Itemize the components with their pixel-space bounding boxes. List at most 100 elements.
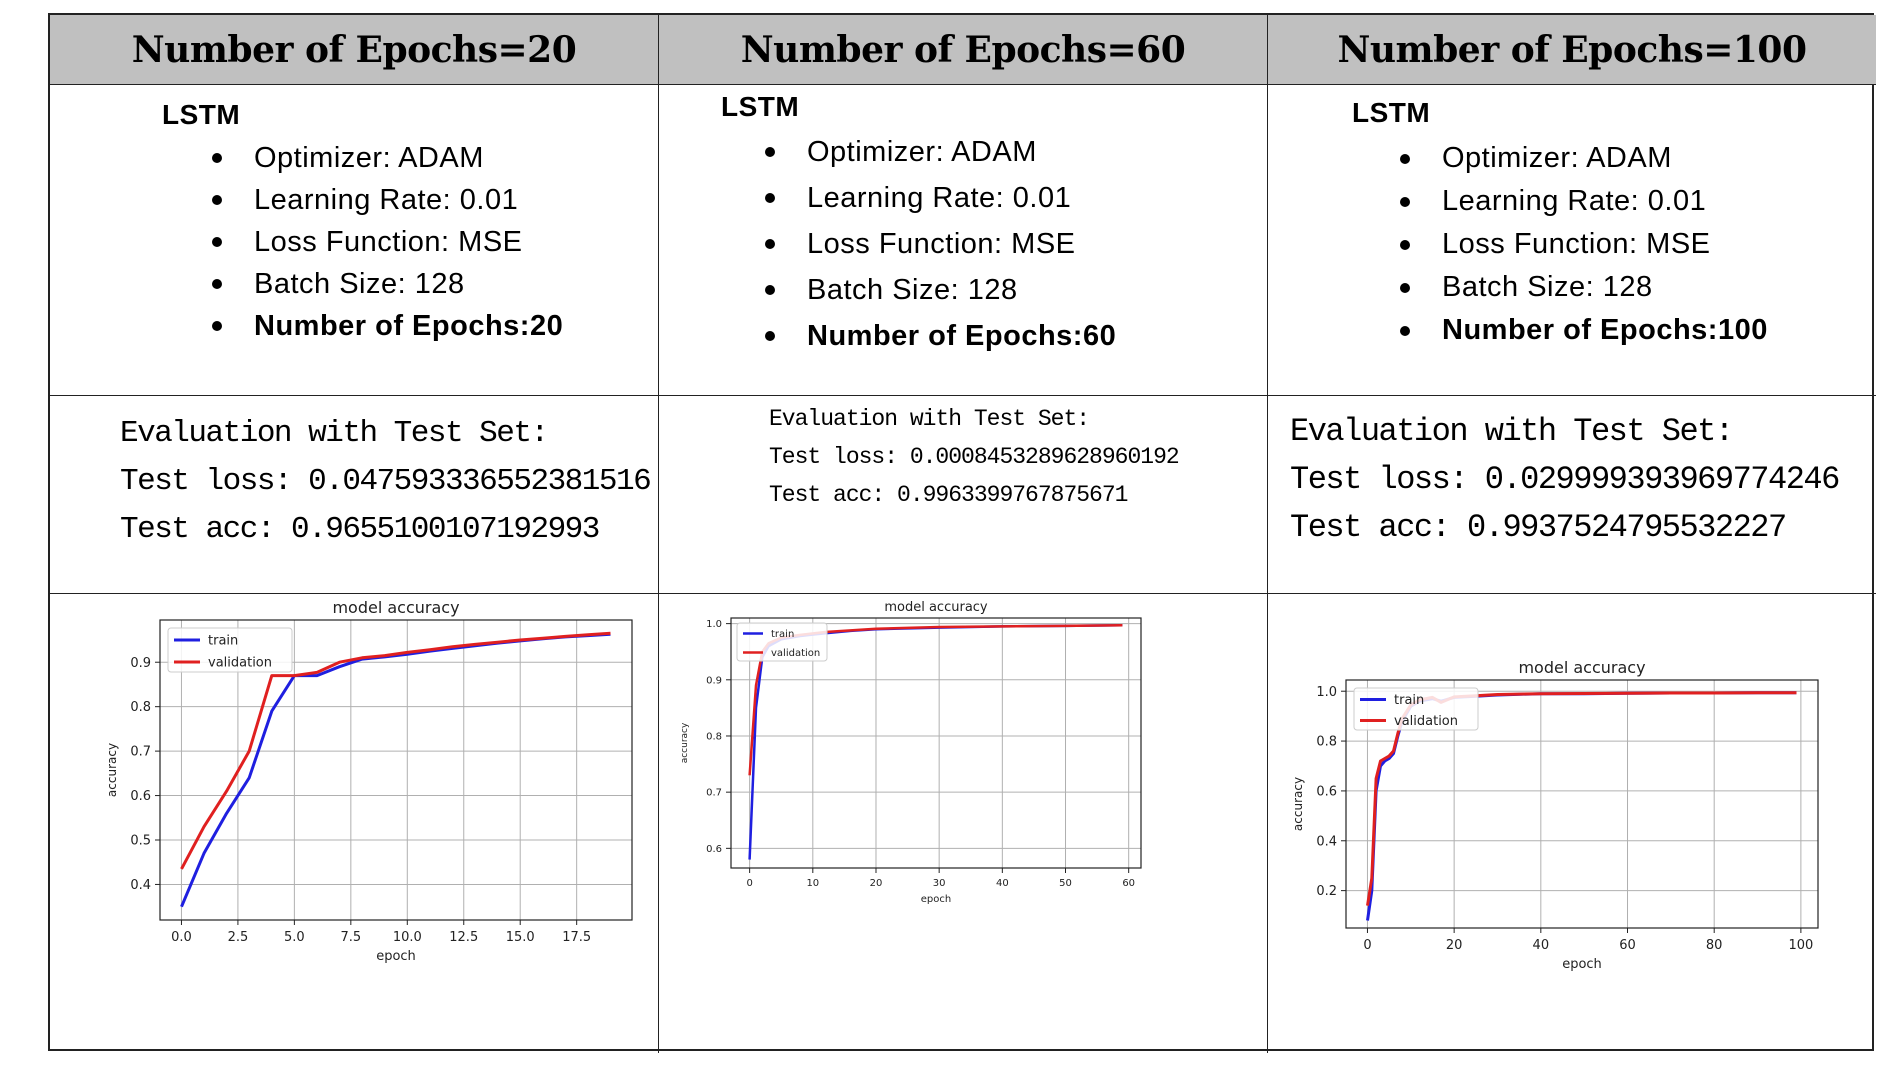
y-axis-label: accuracy: [105, 743, 119, 797]
evaluation-block: Evaluation with Test Set: Test loss: 0.02…: [1290, 408, 1840, 552]
eval-acc: Test acc: 0.9937524795532227: [1290, 509, 1787, 546]
param-optimizer: Optimizer: ADAM: [1398, 137, 1768, 180]
x-tick-label: 0: [746, 878, 752, 889]
y-axis-label: accuracy: [680, 722, 690, 763]
model-name: LSTM: [1352, 97, 1431, 128]
model-name: LSTM: [162, 99, 241, 130]
x-tick-label: 50: [1059, 878, 1072, 889]
header-epochs-100: Number of Epochs=100: [1268, 15, 1876, 85]
chart-cell-20: 0.0 2.5 5.0 7.5 10.0 12.5 15.0 17.5 0.4 0.5 0.6 0.7…: [50, 594, 659, 1053]
eval-cell-20: Evaluation with Test Set: Test loss: 0.04…: [50, 396, 659, 594]
eval-title: Evaluation with Test Set:: [769, 406, 1090, 432]
y-tick-label: 0.8: [1316, 735, 1337, 750]
eval-title: Evaluation with Test Set:: [120, 416, 549, 451]
x-tick-label: 15.0: [506, 930, 535, 945]
legend-label-validation: validation: [771, 648, 820, 659]
accuracy-chart-60-epochs: 0 10 20 30 40 50 60 0.6 0.7 0.8 0.9 1.0 model accura…: [680, 600, 1142, 905]
y-tick-label: 0.4: [130, 878, 151, 893]
param-learning-rate: Learning Rate: 0.01: [210, 179, 563, 221]
accuracy-chart-100-epochs: 0 20 40 60 80 100 0.2 0.4 0.6 0.8 1.0 model accurac…: [1291, 658, 1819, 972]
eval-loss: Test loss: 0.047593336552381516: [120, 464, 652, 499]
param-learning-rate: Learning Rate: 0.01: [1398, 180, 1768, 223]
eval-title: Evaluation with Test Set:: [1290, 413, 1734, 450]
evaluation-block: Evaluation with Test Set: Test loss: 0.04…: [120, 410, 652, 554]
param-loss-function: Loss Function: MSE: [763, 221, 1116, 267]
header-label: Number of Epochs=60: [740, 28, 1186, 71]
x-axis-label: epoch: [921, 894, 951, 905]
legend-label-train: train: [208, 634, 238, 649]
y-axis-label: accuracy: [1291, 777, 1305, 831]
x-axis-label: epoch: [1562, 957, 1602, 972]
param-batch-size: Batch Size: 128: [763, 267, 1116, 313]
x-tick-label: 10.0: [393, 930, 422, 945]
y-tick-label: 0.5: [130, 834, 151, 849]
x-tick-label: 7.5: [340, 930, 361, 945]
legend-label-train: train: [771, 629, 794, 640]
y-tick-label: 0.6: [130, 789, 151, 804]
eval-acc: Test acc: 0.9655100107192993: [120, 512, 600, 547]
y-tick-label: 0.2: [1316, 884, 1337, 899]
y-tick-label: 1.0: [1316, 685, 1337, 700]
param-list: Optimizer: ADAM Learning Rate: 0.01 Loss…: [210, 137, 563, 347]
chart-cell-60: 0 10 20 30 40 50 60 0.6 0.7 0.8 0.9 1.0 model accura…: [659, 594, 1268, 1053]
y-tick-label: 0.9: [706, 675, 722, 686]
x-axis-label: epoch: [376, 949, 416, 964]
param-batch-size: Batch Size: 128: [1398, 266, 1768, 309]
x-tick-label: 17.5: [562, 930, 591, 945]
y-tick-label: 0.7: [706, 788, 722, 799]
eval-cell-100: Evaluation with Test Set: Test loss: 0.02…: [1268, 396, 1876, 594]
y-tick-label: 0.8: [706, 731, 722, 742]
param-list: Optimizer: ADAM Learning Rate: 0.01 Loss…: [763, 129, 1116, 359]
header-epochs-60: Number of Epochs=60: [659, 15, 1268, 85]
x-tick-label: 60: [1122, 878, 1135, 889]
header-label: Number of Epochs=100: [1337, 28, 1807, 71]
x-tick-label: 0.0: [171, 930, 192, 945]
x-tick-label: 40: [1533, 938, 1550, 953]
param-loss-function: Loss Function: MSE: [210, 221, 563, 263]
params-cell-60: LSTM Optimizer: ADAM Learning Rate: 0.01…: [659, 85, 1268, 396]
x-tick-label: 5.0: [284, 930, 305, 945]
params-cell-100: LSTM Optimizer: ADAM Learning Rate: 0.01…: [1268, 85, 1876, 396]
x-tick-label: 0: [1363, 938, 1371, 953]
chart-title: model accuracy: [1518, 658, 1645, 677]
eval-acc: Test acc: 0.9963399767875671: [769, 482, 1128, 508]
x-tick-label: 20: [1446, 938, 1463, 953]
legend-label-train: train: [1394, 693, 1424, 708]
param-epochs: Number of Epochs:20: [210, 305, 563, 347]
param-list: Optimizer: ADAM Learning Rate: 0.01 Loss…: [1398, 137, 1768, 352]
header-epochs-20: Number of Epochs=20: [50, 15, 659, 85]
y-tick-label: 0.9: [130, 656, 151, 671]
param-optimizer: Optimizer: ADAM: [763, 129, 1116, 175]
plot-frame: [730, 617, 1142, 869]
param-epochs: Number of Epochs:100: [1398, 309, 1768, 352]
x-tick-label: 20: [870, 878, 883, 889]
y-tick-label: 0.4: [1316, 834, 1337, 849]
chart-title: model accuracy: [884, 600, 988, 615]
evaluation-block: Evaluation with Test Set: Test loss: 0.00…: [769, 400, 1180, 514]
y-tick-label: 0.7: [130, 745, 151, 760]
plot-frame: [1345, 679, 1819, 929]
chart-cell-100: 0 20 40 60 80 100 0.2 0.4 0.6 0.8 1.0 model accurac…: [1268, 594, 1876, 1053]
y-tick-label: 0.6: [706, 844, 722, 855]
x-tick-label: 2.5: [228, 930, 249, 945]
legend-label-validation: validation: [1394, 714, 1458, 729]
param-learning-rate: Learning Rate: 0.01: [763, 175, 1116, 221]
header-label: Number of Epochs=20: [131, 28, 577, 71]
x-tick-label: 60: [1619, 938, 1636, 953]
x-tick-label: 80: [1706, 938, 1723, 953]
accuracy-chart-20-epochs: 0.0 2.5 5.0 7.5 10.0 12.5 15.0 17.5 0.4 0.5 0.6 0.7…: [105, 598, 633, 964]
x-tick-label: 30: [933, 878, 946, 889]
eval-loss: Test loss: 0.029999393969774246: [1290, 461, 1840, 498]
param-optimizer: Optimizer: ADAM: [210, 137, 563, 179]
x-tick-label: 10: [806, 878, 819, 889]
params-cell-20: LSTM Optimizer: ADAM Learning Rate: 0.01…: [50, 85, 659, 396]
x-tick-label: 100: [1788, 938, 1813, 953]
model-name: LSTM: [721, 91, 800, 122]
x-tick-label: 40: [996, 878, 1009, 889]
chart-title: model accuracy: [332, 598, 459, 617]
series-line-validation: [180, 631, 611, 870]
eval-loss: Test loss: 0.0008453289628960192: [769, 444, 1180, 470]
legend-label-validation: validation: [208, 656, 272, 671]
plot-frame: [159, 619, 633, 921]
param-loss-function: Loss Function: MSE: [1398, 223, 1768, 266]
